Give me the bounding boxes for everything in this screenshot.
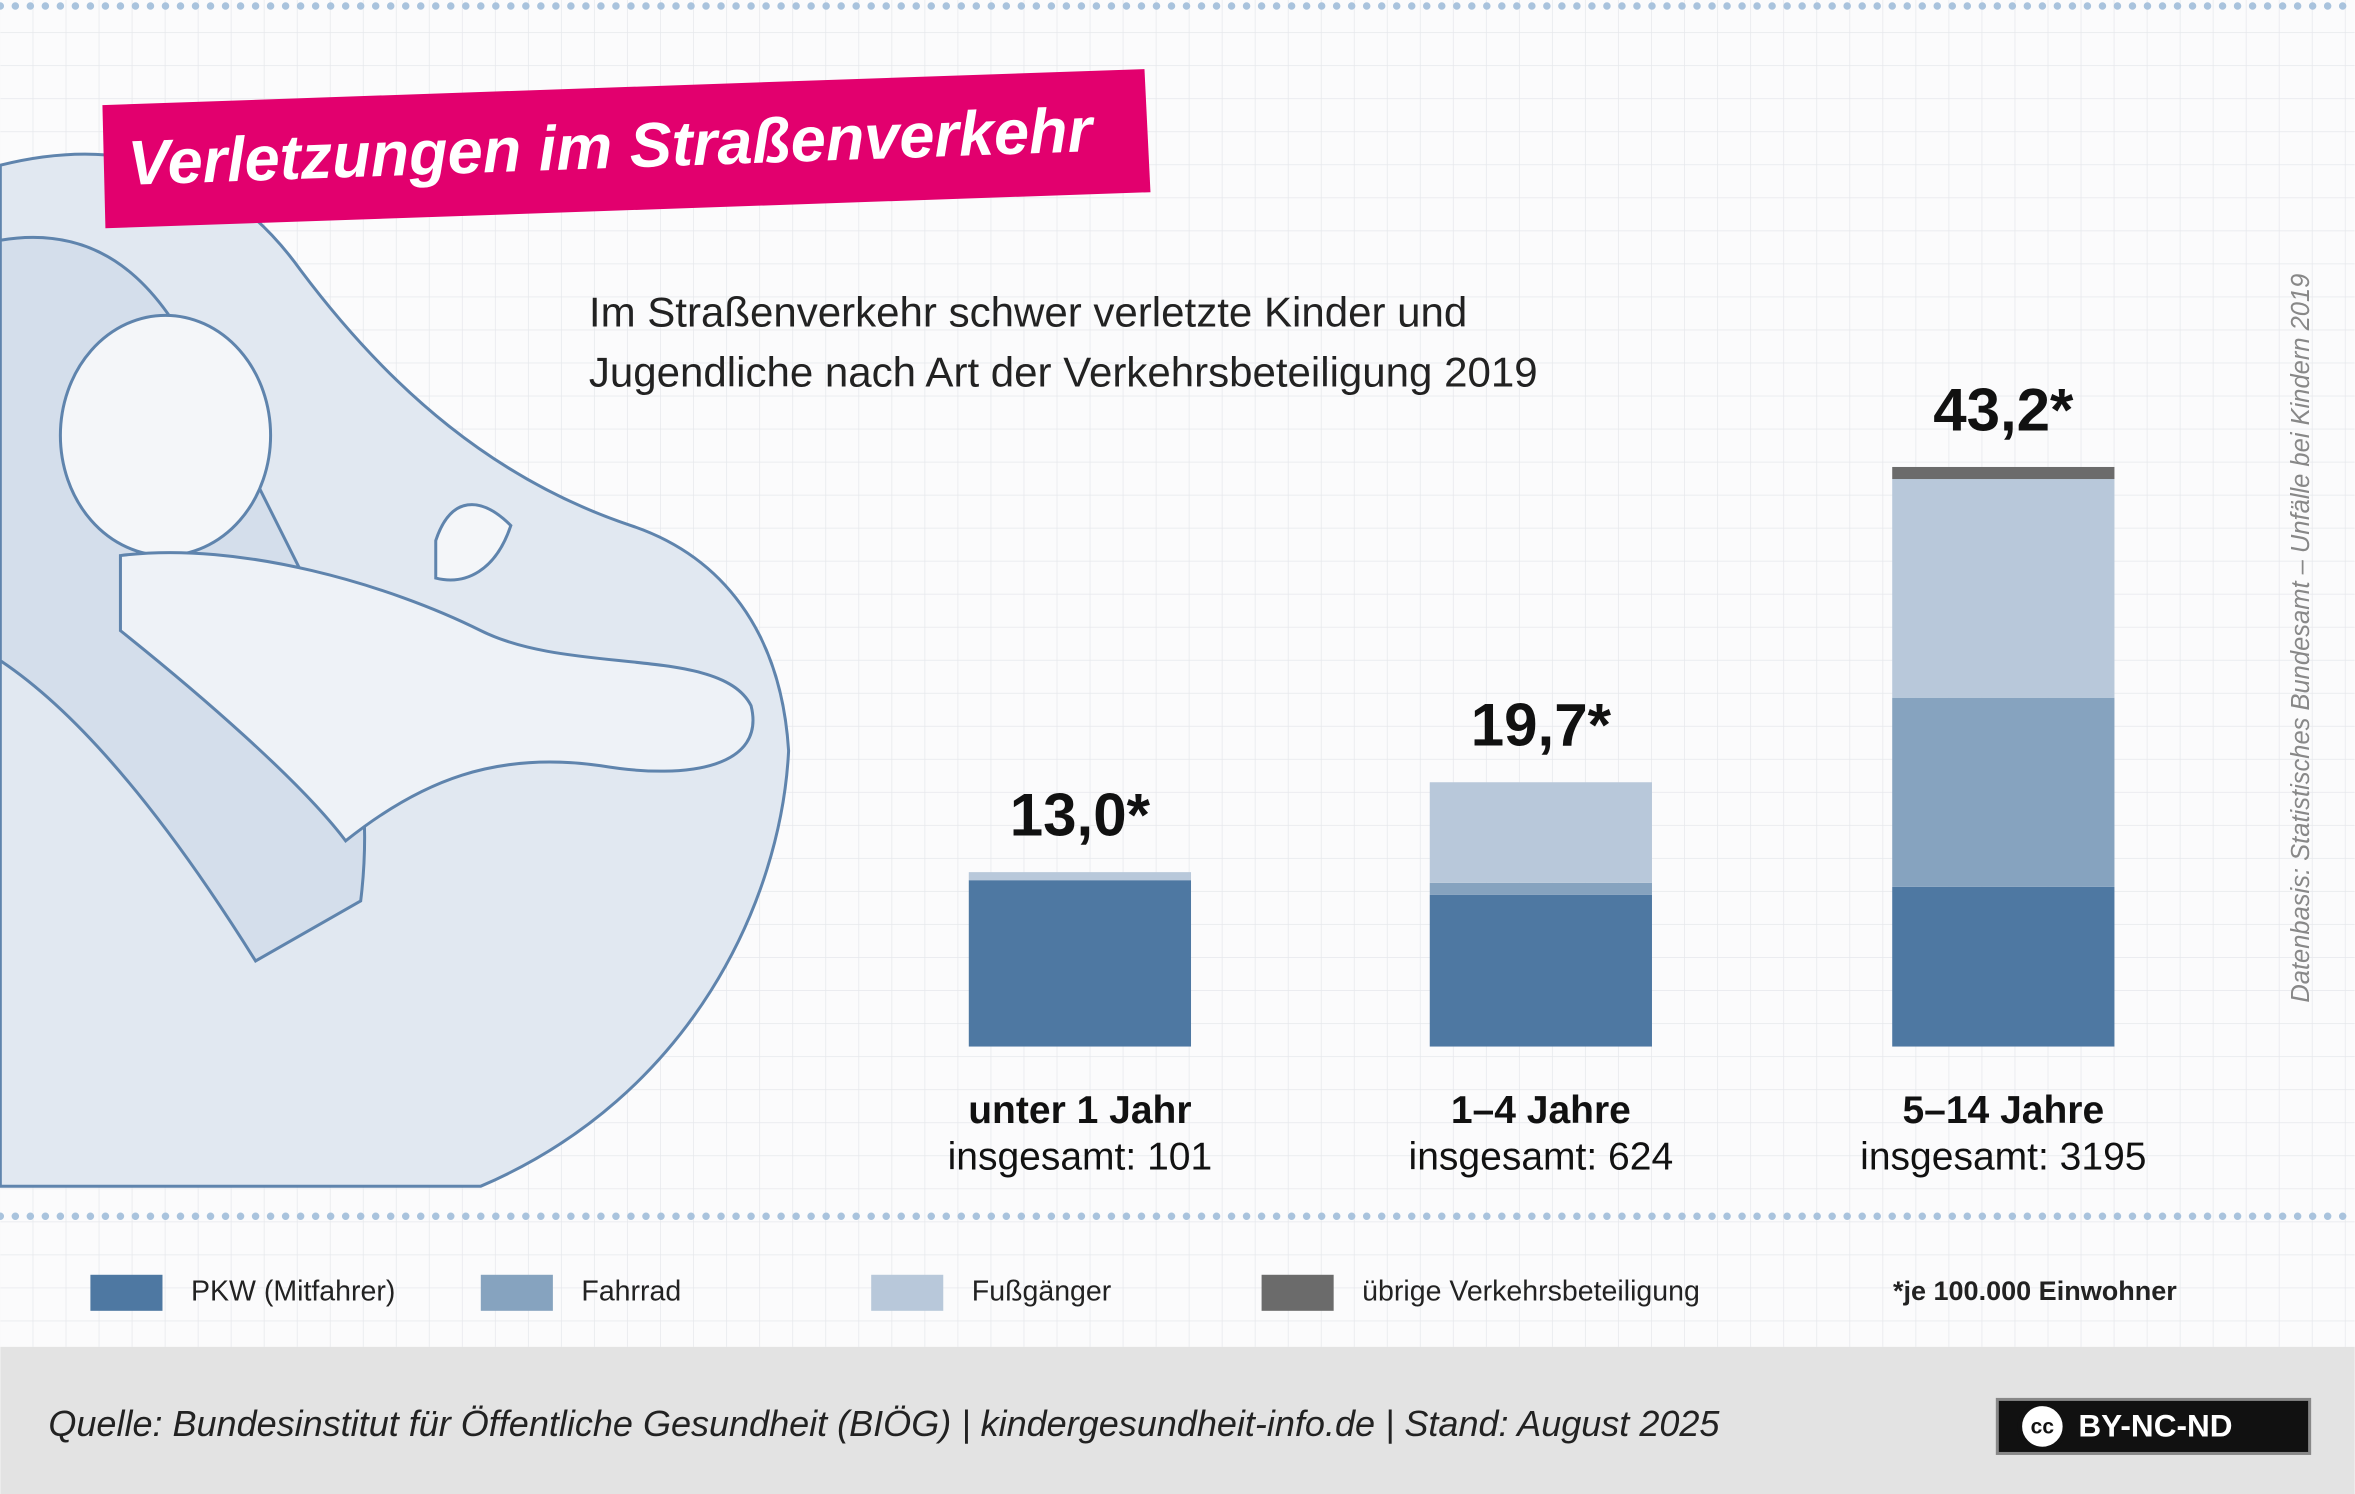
bar-segment [968,872,1192,881]
legend-swatch [871,1274,944,1311]
legend-swatch [480,1274,553,1311]
legend-label: übrige Verkehrsbeteiligung [1362,1275,1700,1307]
category-note: insgesamt: 624 [1409,1135,1674,1178]
bar-segment [1429,882,1652,895]
cc-icon [2017,1401,2068,1452]
license-text: BY-NC-ND [2078,1407,2232,1443]
cc-icon-text: cc [2031,1415,2055,1438]
bar-segment [1429,894,1652,1047]
legend-label: Fahrrad [581,1275,681,1307]
source-note: Datenbasis: Statistisches Bundesamt – Un… [2287,274,2315,1003]
subtitle: Im Straßenverkehr schwer verletzte Kinde… [589,288,1467,335]
bar-segment [1429,782,1652,883]
bar-segment [1892,886,2115,1047]
category-label: unter 1 Jahr [968,1089,1191,1132]
total-label: 19,7* [1471,692,1612,759]
category-label: 5–14 Jahre [1902,1089,2104,1132]
category-note: insgesamt: 3195 [1860,1135,2146,1178]
category-label: 1–4 Jahre [1451,1089,1631,1132]
title-box [102,69,1151,229]
legend-swatch [90,1274,163,1311]
footnote: *je 100.000 Einwohner [1893,1276,2177,1306]
bar-segment [1892,697,2115,887]
subtitle: Jugendliche nach Art der Verkehrsbeteili… [589,348,1538,395]
category-note: insgesamt: 101 [948,1135,1213,1178]
bar-segment [1892,466,2115,480]
total-label: 43,2* [1933,376,2074,443]
bar-segment [1892,479,2115,698]
footer-band [0,1346,2355,1494]
bar-segment [968,880,1192,1047]
legend-label: Fußgänger [972,1275,1112,1307]
source: Quelle: Bundesinstitut für Öffentliche G… [48,1403,1720,1444]
legend-swatch [1261,1274,1334,1311]
total-label: 13,0* [1010,781,1151,848]
legend-label: PKW (Mitfahrer) [191,1275,395,1307]
